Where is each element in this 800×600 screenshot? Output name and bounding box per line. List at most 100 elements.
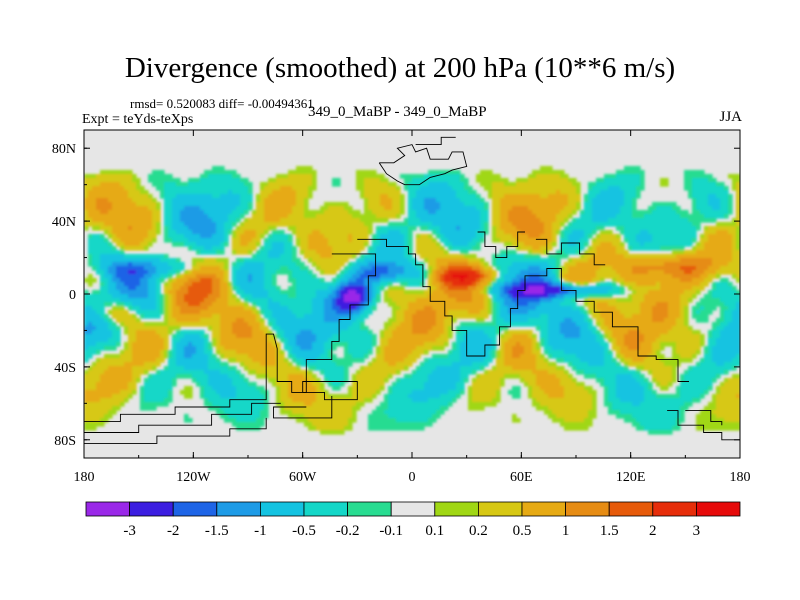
field-cell (252, 302, 257, 307)
field-cell (416, 266, 421, 271)
field-cell (164, 354, 169, 359)
field-cell (332, 266, 337, 271)
field-cell (424, 382, 429, 387)
field-cell (184, 206, 189, 211)
field-cell (252, 310, 257, 315)
field-cell (296, 210, 301, 215)
field-cell (332, 214, 337, 219)
field-cell (388, 322, 393, 327)
field-cell (280, 246, 285, 251)
field-cell (168, 282, 173, 287)
field-cell (352, 234, 357, 239)
field-cell (236, 314, 241, 319)
field-cell (432, 334, 437, 339)
field-cell (176, 346, 181, 351)
field-cell (436, 254, 441, 259)
field-cell (96, 358, 101, 363)
field-cell (372, 182, 377, 187)
field-cell (308, 422, 313, 427)
field-cell (156, 302, 161, 307)
field-cell (184, 186, 189, 191)
field-cell (228, 366, 233, 371)
field-cell (96, 382, 101, 387)
field-cell (104, 258, 109, 263)
field-cell (136, 326, 141, 331)
field-cell (260, 270, 265, 275)
field-cell (408, 394, 413, 399)
field-cell (348, 226, 353, 231)
field-cell (88, 218, 93, 223)
field-cell (104, 214, 109, 219)
field-cell (280, 214, 285, 219)
field-cell (268, 178, 273, 183)
field-cell (376, 266, 381, 271)
field-cell (192, 178, 197, 183)
field-cell (380, 330, 385, 335)
field-cell (216, 218, 221, 223)
field-cell (176, 278, 181, 283)
field-cell (116, 294, 121, 299)
field-cell (404, 414, 409, 419)
field-cell (436, 406, 441, 411)
field-cell (132, 174, 137, 179)
field-cell (88, 406, 93, 411)
field-cell (440, 270, 445, 275)
field-cell (200, 278, 205, 283)
field-cell (236, 350, 241, 355)
field-cell (140, 238, 145, 243)
field-cell (192, 262, 197, 267)
field-cell (204, 306, 209, 311)
field-cell (376, 378, 381, 383)
field-cell (300, 210, 305, 215)
field-cell (168, 298, 173, 303)
field-cell (336, 178, 341, 183)
field-cell (428, 402, 433, 407)
field-cell (328, 226, 333, 231)
field-cell (276, 174, 281, 179)
field-cell (184, 234, 189, 239)
field-cell (432, 210, 437, 215)
field-cell (200, 202, 205, 207)
field-cell (120, 290, 125, 295)
field-cell (424, 370, 429, 375)
field-cell (244, 282, 249, 287)
field-cell (92, 406, 97, 411)
field-cell (364, 330, 369, 335)
field-cell (224, 350, 229, 355)
field-cell (264, 202, 269, 207)
field-cell (340, 238, 345, 243)
field-cell (116, 222, 121, 227)
field-cell (324, 302, 329, 307)
field-cell (384, 326, 389, 331)
field-cell (100, 410, 105, 415)
field-cell (312, 362, 317, 367)
field-cell (128, 342, 133, 347)
field-cell (444, 294, 449, 299)
field-cell (232, 374, 237, 379)
field-cell (112, 330, 117, 335)
field-cell (148, 230, 153, 235)
field-cell (428, 326, 433, 331)
field-cell (148, 294, 153, 299)
field-cell (408, 226, 413, 231)
field-cell (428, 410, 433, 415)
field-cell (124, 290, 129, 295)
field-cell (112, 294, 117, 299)
field-cell (264, 294, 269, 299)
field-cell (144, 402, 149, 407)
field-cell (300, 266, 305, 271)
field-cell (120, 190, 125, 195)
field-cell (396, 298, 401, 303)
field-cell (96, 210, 101, 215)
field-cell (332, 366, 337, 371)
field-cell (160, 294, 165, 299)
field-cell (120, 302, 125, 307)
field-cell (132, 178, 137, 183)
field-cell (156, 350, 161, 355)
field-cell (300, 286, 305, 291)
field-cell (380, 402, 385, 407)
field-cell (184, 346, 189, 351)
field-cell (256, 210, 261, 215)
field-cell (208, 290, 213, 295)
field-cell (136, 346, 141, 351)
